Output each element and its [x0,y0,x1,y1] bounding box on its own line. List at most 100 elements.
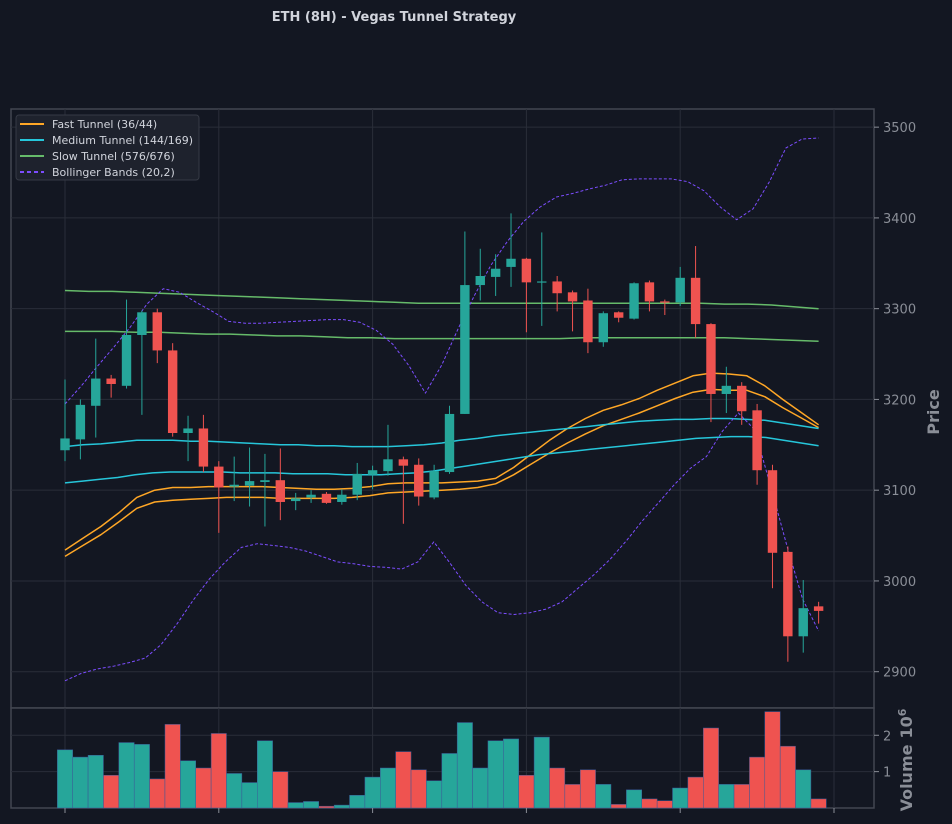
legend: Fast Tunnel (36/44) Medium Tunnel (144/16… [15,114,200,181]
series-line [64,435,819,484]
volume-bar [503,738,519,809]
volume-bar [395,751,412,809]
candle-body [506,258,516,267]
candle-body [675,277,685,303]
price-tick-label: 3100 [883,484,916,499]
volume-bar [364,776,381,809]
candle-body [813,606,824,611]
price-tick-label: 3200 [883,393,916,408]
candlesticks [60,213,824,662]
candle-body [352,473,362,495]
legend-label: Fast Tunnel (36/44) [52,118,157,131]
volume-bar [57,749,73,809]
candle-body [244,481,255,486]
volume-bar [472,767,489,809]
candle-body [429,471,439,498]
candle-body [721,385,732,394]
volume-bar [103,775,120,809]
candle-body [521,258,532,283]
candle-body [75,404,86,440]
candle-body [91,378,101,406]
candle-body [690,277,701,325]
series-line [64,412,820,682]
volume-bar [779,745,796,809]
volume-bar [287,802,304,809]
candle-body [613,312,624,318]
price-tick-label: 3300 [883,303,916,318]
candle-body [183,428,193,434]
volume-bar [133,744,150,809]
volume-bar [349,795,366,809]
volume-bar [380,767,396,809]
candle-body [60,438,70,451]
volume-axis-label-text: Volume [897,744,916,811]
candle-body [106,378,116,384]
volume-axis-multiplier: 10 [897,716,916,738]
volume-bar [656,800,673,809]
candle-body [291,498,301,502]
candle-body [398,459,409,466]
volume-bar [564,784,581,809]
volume-bar [749,756,766,809]
volume-bar [703,727,719,809]
candle-body [414,464,424,497]
volume-bar [518,775,535,809]
candle-body [367,470,378,475]
candle-body [475,275,485,286]
volume-bar [149,778,166,809]
volume-bar [272,771,289,809]
volume-bar [595,784,612,809]
candle-body [598,313,608,343]
volume-bar [303,801,320,809]
volume-bar [333,804,350,809]
candle-body [198,428,209,467]
volume-bar [426,780,443,809]
volume-bars [57,711,827,809]
candle-body [275,480,286,502]
candle-body [660,301,670,303]
candle-body [629,283,639,319]
volume-tick-label: 1 [883,766,891,781]
candle-body [783,551,793,637]
candle-body [121,334,132,386]
volume-bar [456,722,473,809]
volume-axis-label: Volume 106 [896,708,916,811]
candle-body [383,459,393,472]
legend-box [15,114,200,181]
series-line [65,330,819,343]
volume-bar [626,789,642,809]
candle-body [583,300,593,343]
legend-label: Medium Tunnel (144/169) [52,134,193,147]
volume-bar [210,733,227,809]
volume-bar [487,740,504,809]
series-line [64,372,820,551]
volume-bar [241,782,258,809]
candle-body [706,324,716,394]
candle-body [137,312,147,335]
volume-bar [164,724,181,809]
volume-bar [810,798,827,809]
candle-body [552,281,562,294]
volume-bar [795,769,812,809]
candle-body [321,493,332,503]
price-axis-ticks: 2900 3000 3100 3200 3300 3400 3500 [874,121,916,681]
legend-label: Slow Tunnel (576/676) [52,150,175,163]
candle-body [644,282,655,302]
volume-bar [226,773,243,809]
series-line [64,388,819,558]
volume-bar [441,753,458,809]
volume-bar [87,755,104,809]
candle-body [752,410,762,471]
volume-bar [533,736,550,809]
candle-body [306,494,316,498]
volume-axis-exponent: 6 [896,708,909,716]
volume-bar [118,742,135,809]
candle-body [260,480,270,483]
candle-body [460,285,470,414]
candle-body [214,466,224,488]
volume-bar [195,767,212,809]
series-line [64,417,819,448]
volume-axis-ticks: 12 [64,729,891,813]
volume-bar [610,804,627,809]
